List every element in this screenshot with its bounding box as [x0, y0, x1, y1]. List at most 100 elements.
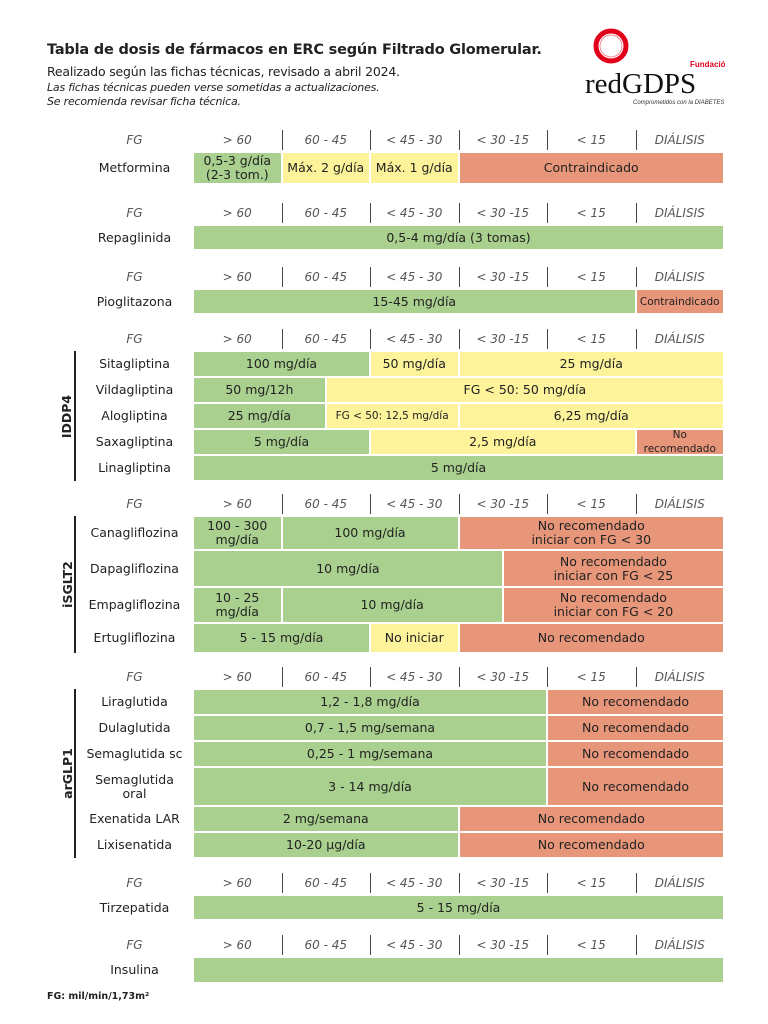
drug-name: Tirzepatida	[99, 899, 170, 915]
column-header: < 30 -15	[458, 665, 548, 689]
column-header: < 30 -15	[458, 492, 548, 516]
column-header: < 15	[547, 665, 636, 689]
dose-cell-green: 5 mg/día	[193, 429, 370, 455]
dose-cell-green: 10-20 µg/día	[193, 832, 459, 858]
dose-cell-red: No recomendado iniciar con FG < 30	[458, 516, 724, 550]
column-header: 60 - 45	[281, 871, 371, 895]
dose-cell-red: No recomendado iniciar con FG < 20	[502, 587, 724, 623]
column-header: < 30 -15	[458, 265, 548, 289]
drug-section: FG > 60 60 - 45 < 45 - 30 < 30 -15 < 15 DIÁLIS…	[60, 327, 724, 481]
svg-text:redGDPS: redGDPS	[585, 68, 696, 100]
dose-cell-yellow: 2,5 mg/día	[370, 429, 636, 455]
column-header: < 15	[547, 128, 636, 152]
column-header: < 45 - 30	[370, 665, 459, 689]
dose-cell-yellow: 25 mg/día	[458, 351, 724, 377]
dose-cell-red: Contraindicado	[458, 152, 724, 184]
drug-section: FG > 60 60 - 45 < 45 - 30 < 30 -15 < 15 DIÁLIS…	[60, 871, 724, 920]
group-name: iSGLT2	[59, 561, 75, 608]
dose-cell-green: 0,25 - 1 mg/semana	[193, 741, 547, 767]
column-header: < 45 - 30	[370, 128, 459, 152]
column-header: DIÁLISIS	[635, 871, 725, 895]
column-header: > 60	[222, 206, 252, 220]
column-header: < 15	[547, 201, 636, 225]
dose-cell-green: 0,7 - 1,5 mg/semana	[193, 715, 547, 741]
column-header: < 30 -15	[458, 871, 548, 895]
dose-cell-green: 1,2 - 1,8 mg/día	[193, 689, 547, 715]
column-header: 60 - 45	[281, 128, 371, 152]
drug-name: Lixisenatida	[96, 837, 173, 852]
column-header: < 15	[547, 871, 636, 895]
column-header: DIÁLISIS	[635, 128, 725, 152]
column-header: < 15	[547, 933, 636, 957]
dose-cell-green: 5 - 15 mg/día	[193, 895, 724, 920]
dose-cell-green: 25 mg/día	[193, 403, 326, 429]
dose-cell-green	[193, 957, 724, 983]
fg-header: FG	[126, 497, 143, 511]
column-header: < 45 - 30	[370, 327, 459, 351]
column-header: < 45 - 30	[370, 265, 459, 289]
column-header: DIÁLISIS	[635, 265, 725, 289]
dose-cell-green: 50 mg/12h	[193, 377, 326, 403]
column-header: < 30 -15	[458, 933, 548, 957]
dose-cell-green: 3 - 14 mg/día	[193, 767, 547, 806]
dose-cell-yellow: Máx. 2 g/día	[281, 152, 370, 184]
drug-group-label: arGLP1	[60, 689, 76, 858]
dose-cell-red: No recomendado iniciar con FG < 25	[502, 550, 724, 587]
column-header: > 60	[222, 332, 252, 346]
dose-cell-yellow: Máx. 1 g/día	[370, 152, 459, 184]
dose-cell-yellow: 6,25 mg/día	[458, 403, 724, 429]
drug-name: Exenatida LAR	[89, 811, 180, 826]
column-header: > 60	[222, 270, 252, 284]
dose-cell-red: No recomendado	[547, 689, 724, 715]
column-header: < 30 -15	[458, 327, 548, 351]
dose-cell-green: 0,5-4 mg/día (3 tomas)	[193, 225, 724, 250]
dose-cell-green: 10 - 25 mg/día	[193, 587, 282, 623]
dose-cell-red: No recomendado	[547, 767, 724, 806]
column-header: DIÁLISIS	[635, 933, 725, 957]
dose-cell-red: Contraindicado	[635, 289, 724, 314]
fg-header: FG	[126, 876, 143, 890]
dose-cell-green: 10 mg/día	[193, 550, 503, 587]
column-header: DIÁLISIS	[635, 492, 725, 516]
column-header: < 45 - 30	[370, 933, 459, 957]
fg-header: FG	[126, 270, 143, 284]
column-header: > 60	[222, 670, 252, 684]
drug-section: FG > 60 60 - 45 < 45 - 30 < 30 -15 < 15 DIÁLIS…	[60, 201, 724, 250]
subtitle: Realizado según las fichas técnicas, rev…	[47, 64, 400, 79]
column-header: > 60	[222, 497, 252, 511]
drug-name: Dulaglutida	[98, 720, 171, 735]
column-header: < 30 -15	[458, 128, 548, 152]
dose-cell-green: 5 mg/día	[193, 455, 724, 481]
drug-name: Semaglutida oral	[95, 771, 174, 801]
column-header: < 15	[547, 265, 636, 289]
column-header: < 45 - 30	[370, 871, 459, 895]
drug-group-label: IDDP4	[60, 351, 76, 481]
drug-name: Alogliptina	[101, 408, 168, 423]
dose-cell-green: 100 mg/día	[281, 516, 459, 550]
column-header: 60 - 45	[281, 665, 371, 689]
fg-header: FG	[126, 133, 143, 147]
column-header: > 60	[222, 938, 252, 952]
column-header: DIÁLISIS	[635, 665, 725, 689]
group-name: arGLP1	[59, 748, 75, 799]
drug-name: Empagliflozina	[88, 597, 181, 612]
dose-cell-yellow: FG < 50: 12,5 mg/día	[325, 403, 459, 429]
drug-name: Ertugliflozina	[93, 630, 176, 645]
column-header: 60 - 45	[281, 933, 371, 957]
dose-cell-green: 100 mg/día	[193, 351, 370, 377]
dose-cell-red: No recomendado	[635, 429, 724, 455]
page-title: Tabla de dosis de fármacos en ERC según …	[47, 42, 542, 58]
group-name: IDDP4	[59, 394, 75, 438]
column-header: DIÁLISIS	[635, 327, 725, 351]
column-header: 60 - 45	[281, 327, 371, 351]
drug-section: FG > 60 60 - 45 < 45 - 30 < 30 -15 < 15 DIÁLIS…	[60, 665, 724, 858]
column-header: < 30 -15	[458, 201, 548, 225]
drug-name: Semaglutida sc	[86, 746, 183, 761]
column-header: > 60	[222, 876, 252, 890]
footnote: FG: mil/min/1,73m²	[47, 991, 150, 1002]
dose-cell-red: No recomendado	[458, 832, 724, 858]
drug-name: Vildagliptina	[95, 382, 174, 397]
fg-header: FG	[126, 938, 143, 952]
drug-section: FG > 60 60 - 45 < 45 - 30 < 30 -15 < 15 DIÁLIS…	[60, 265, 724, 314]
dose-cell-red: No recomendado	[547, 741, 724, 767]
